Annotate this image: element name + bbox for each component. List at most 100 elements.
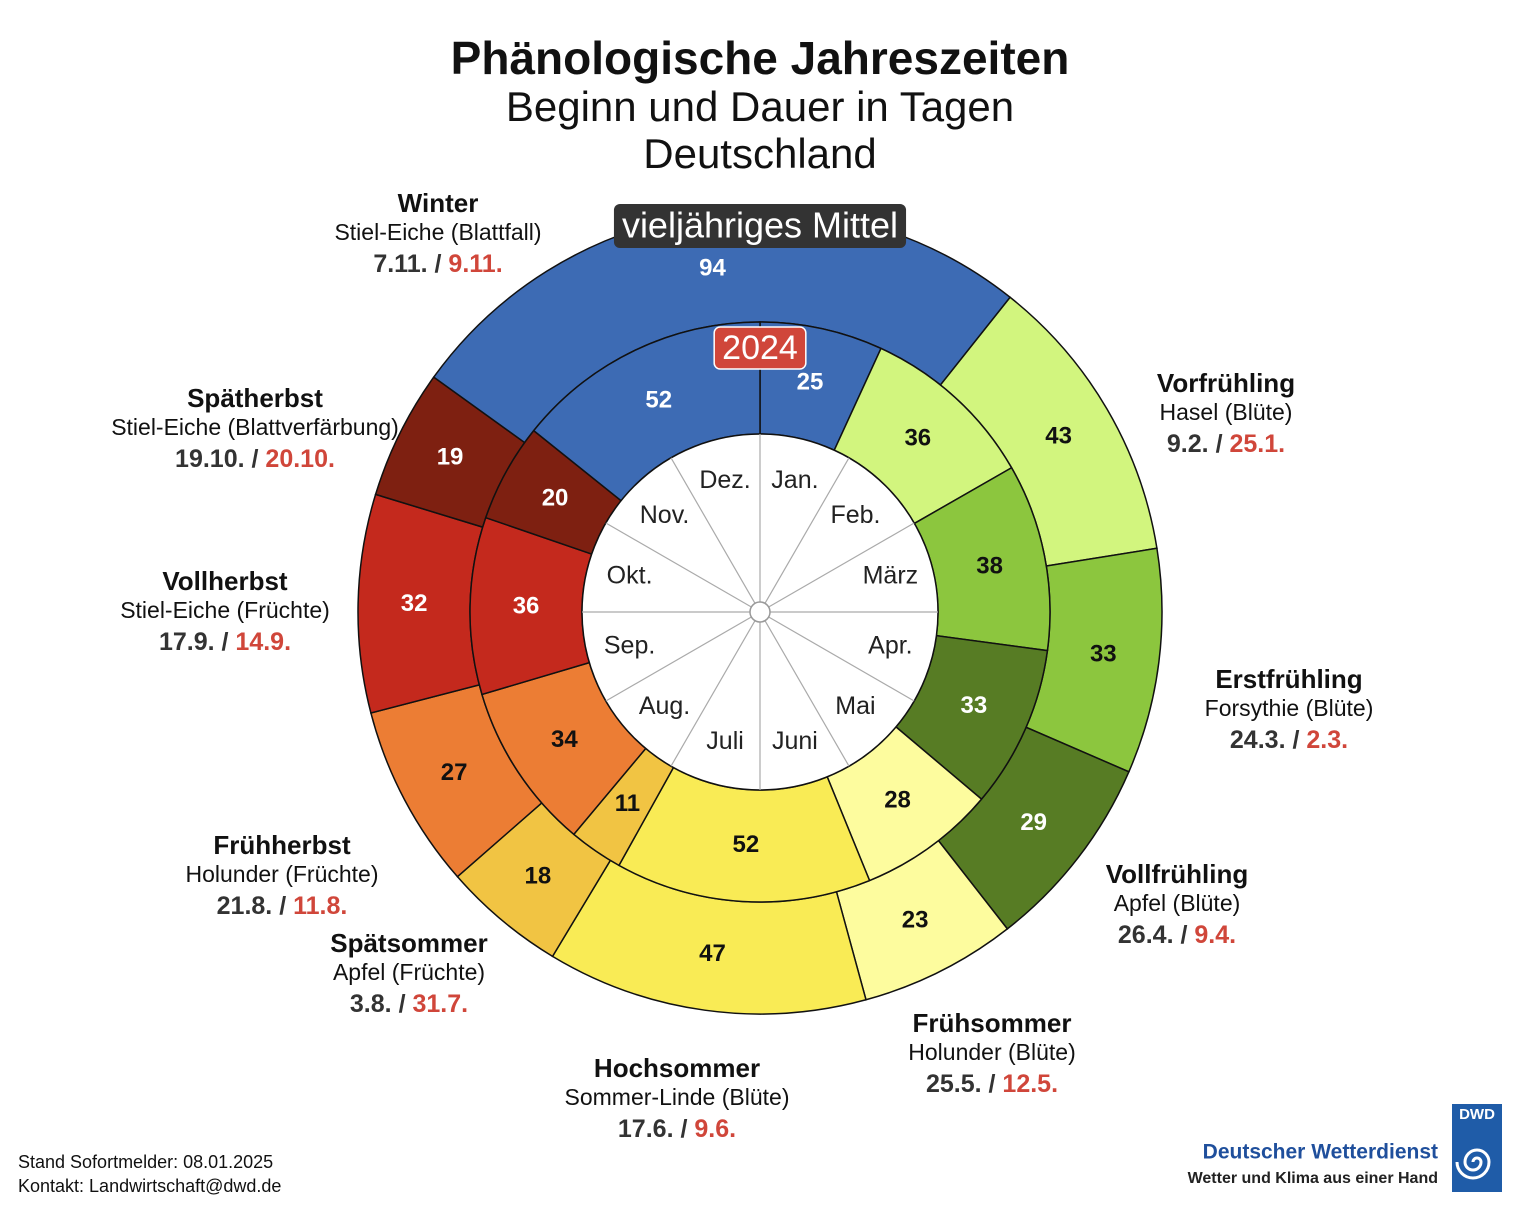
season-name: Spätherbst [187, 383, 323, 413]
logo-short: DWD [1459, 1106, 1495, 1123]
season-dates: 17.9. / 14.9. [159, 628, 291, 656]
start-date-2024: 9.4. [1194, 921, 1236, 949]
season-dates: 25.5. / 12.5. [926, 1070, 1058, 1098]
logo-name: Deutscher Wetterdienst [1203, 1141, 1438, 1164]
segment-label: 43 [1045, 423, 1072, 450]
season-name: Hochsommer [594, 1053, 760, 1083]
segment-label: 38 [976, 552, 1003, 579]
month-divider [605, 522, 752, 608]
date-separator: / [989, 1070, 996, 1098]
season-plant: Stiel-Eiche (Blattfall) [334, 219, 541, 245]
date-separator: / [252, 445, 259, 473]
rings: 43 33 29 23 47 18 27 32 19 94 25 36 38 33 28 52 11 34 36 20… [357, 204, 1163, 1015]
season-dates: 9.2. / 25.1. [1167, 430, 1285, 458]
season-plant: Forsythie (Blüte) [1205, 695, 1374, 721]
month-divider [670, 620, 756, 767]
season-name: Vorfrühling [1157, 368, 1295, 398]
mean-start-date: 17.9. [159, 628, 215, 656]
month-label: Mai [835, 692, 875, 720]
start-date-2024: 11.8. [293, 892, 347, 920]
date-separator: / [279, 892, 286, 920]
month-label: Juli [706, 727, 744, 755]
month-label: Nov. [640, 501, 690, 529]
segment-label: 94 [699, 255, 726, 282]
month-label: Okt. [607, 562, 653, 590]
start-date-2024: 14.9. [235, 628, 291, 656]
season-dates: 26.4. / 9.4. [1118, 921, 1236, 949]
segment-label: 19 [437, 444, 464, 471]
date-separator: / [1216, 430, 1223, 458]
segment-label: 47 [699, 940, 726, 967]
segment-label: 33 [961, 692, 988, 719]
month-label: Apr. [868, 632, 912, 660]
month-divider [768, 616, 915, 702]
month-divider [764, 457, 850, 604]
mean-start-date: 25.5. [926, 1070, 982, 1098]
month-divider [764, 620, 850, 767]
month-label: Sep. [604, 632, 655, 660]
segment-label: 33 [1090, 640, 1117, 667]
season-plant: Sommer-Linde (Blüte) [565, 1084, 790, 1110]
season-plant: Holunder (Blüte) [908, 1039, 1075, 1065]
season-dates: 21.8. / 11.8. [217, 892, 348, 920]
chart-region: Deutschland [643, 130, 876, 177]
start-date-2024: 2.3. [1306, 726, 1348, 754]
mean-start-date: 3.8. [350, 990, 392, 1018]
badge-box [713, 326, 807, 370]
season-plant: Apfel (Blüte) [1114, 890, 1241, 916]
footer-line: Stand Sofortmelder: 08.01.2025 [18, 1152, 273, 1172]
footer-line: Kontakt: Landwirtschaft@dwd.de [18, 1176, 281, 1196]
mean-start-date: 7.11. [373, 250, 427, 278]
month-label: Feb. [830, 501, 880, 529]
segment-label: 52 [733, 831, 760, 858]
month-divider [768, 522, 915, 608]
segment-label: 25 [797, 369, 824, 396]
month-label: Aug. [639, 692, 690, 720]
segment-label: 32 [401, 590, 428, 617]
season-plant: Stiel-Eiche (Früchte) [120, 597, 330, 623]
season-dates: 24.3. / 2.3. [1230, 726, 1348, 754]
logo-slogan: Wetter und Klima aus einer Hand [1188, 1170, 1438, 1187]
mean-start-date: 21.8. [217, 892, 273, 920]
segment-label: 34 [551, 726, 578, 753]
chart-subtitle: Beginn und Dauer in Tagen [506, 83, 1014, 130]
segment-label: 11 [615, 790, 640, 817]
month-divider [670, 457, 756, 604]
season-plant: Holunder (Früchte) [185, 861, 378, 887]
season-name: Spätsommer [330, 928, 488, 958]
ring-badge: 2024 [713, 326, 807, 370]
date-separator: / [1292, 726, 1299, 754]
season-dates: 3.8. / 31.7. [350, 990, 468, 1018]
start-date-2024: 9.11. [448, 250, 502, 278]
start-date-2024: 20.10. [265, 445, 335, 473]
month-label: Dez. [699, 466, 750, 494]
start-date-2024: 25.1. [1229, 430, 1285, 458]
season-name: Vollherbst [162, 566, 288, 596]
month-divider [605, 616, 752, 702]
month-label: Juni [772, 727, 818, 755]
start-date-2024: 9.6. [694, 1115, 736, 1143]
clock-center [749, 601, 771, 623]
season-dates: 7.11. / 9.11. [373, 250, 502, 278]
chart-title: Phänologische Jahreszeiten [451, 32, 1070, 84]
season-name: Vollfrühling [1106, 859, 1249, 889]
segment-label: 28 [884, 787, 911, 814]
season-dates: 17.6. / 9.6. [618, 1115, 736, 1143]
date-separator: / [399, 990, 406, 1018]
segment-label: 23 [902, 907, 929, 934]
mean-start-date: 17.6. [618, 1115, 674, 1143]
date-separator: / [435, 250, 442, 278]
season-name: Winter [398, 188, 479, 218]
date-separator: / [1180, 921, 1187, 949]
season-name: Frühsommer [913, 1008, 1072, 1038]
segment-label: 20 [542, 484, 569, 511]
ring-badge: vieljähriges Mittel [613, 204, 907, 248]
segment-label: 36 [904, 425, 931, 452]
season-plant: Hasel (Blüte) [1160, 399, 1293, 425]
season-plant: Apfel (Früchte) [333, 959, 485, 985]
badge-box [613, 204, 907, 248]
start-date-2024: 12.5. [1002, 1070, 1058, 1098]
start-date-2024: 31.7. [412, 990, 468, 1018]
